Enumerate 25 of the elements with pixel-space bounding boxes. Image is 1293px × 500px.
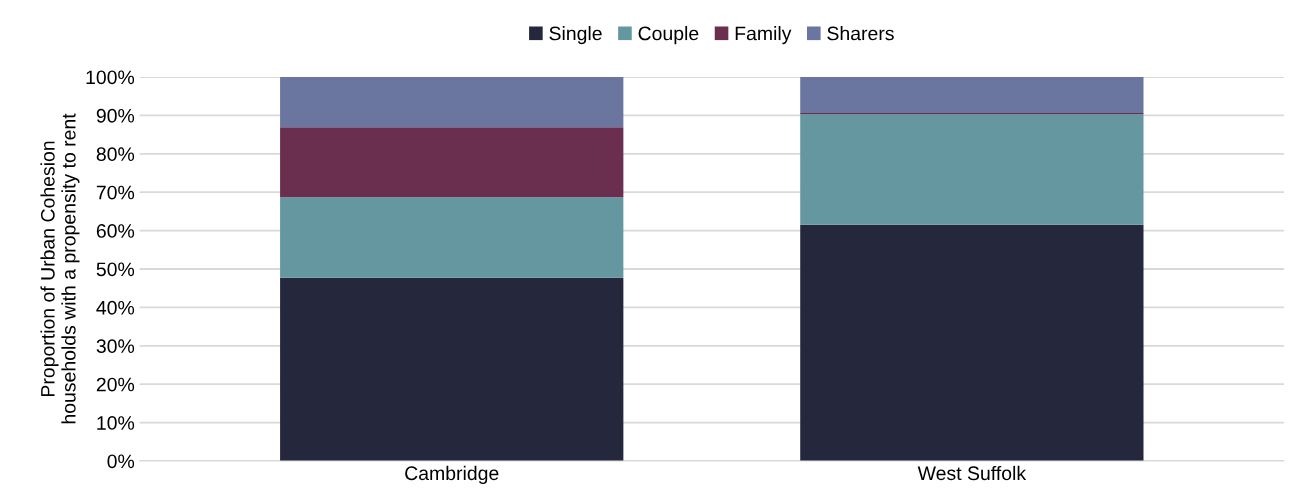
y-tick-label: 50% bbox=[96, 262, 135, 277]
y-tick-label: 20% bbox=[96, 377, 135, 392]
y-tick-label: 100% bbox=[86, 70, 135, 85]
bar bbox=[280, 77, 624, 128]
y-axis-title: Proportion of Urban Cohesion households with a propensity to rent bbox=[40, 113, 80, 424]
bar bbox=[800, 77, 1144, 114]
y-tick-label: 80% bbox=[96, 147, 135, 162]
bar bbox=[800, 224, 1144, 461]
y-tick-label: 70% bbox=[96, 185, 135, 200]
y-tick-label: 30% bbox=[96, 339, 135, 354]
legend-label: Couple bbox=[638, 26, 699, 45]
legend-label: Family bbox=[735, 26, 792, 45]
y-tick-label: 0% bbox=[107, 454, 135, 469]
legend-label: Sharers bbox=[827, 26, 894, 41]
bar bbox=[800, 114, 1144, 225]
y-tick-label: 60% bbox=[96, 224, 135, 238]
y-tick-label: 40% bbox=[96, 300, 135, 315]
bar bbox=[280, 277, 624, 461]
bar bbox=[280, 197, 624, 278]
legend-label: Single bbox=[549, 26, 602, 45]
y-tick-label: 10% bbox=[97, 416, 135, 430]
y-tick-label: 90% bbox=[96, 108, 135, 123]
bar bbox=[280, 127, 624, 198]
x-tick-label: West Suffolk bbox=[917, 465, 1027, 481]
x-tick-label: Cambridge bbox=[405, 465, 499, 484]
